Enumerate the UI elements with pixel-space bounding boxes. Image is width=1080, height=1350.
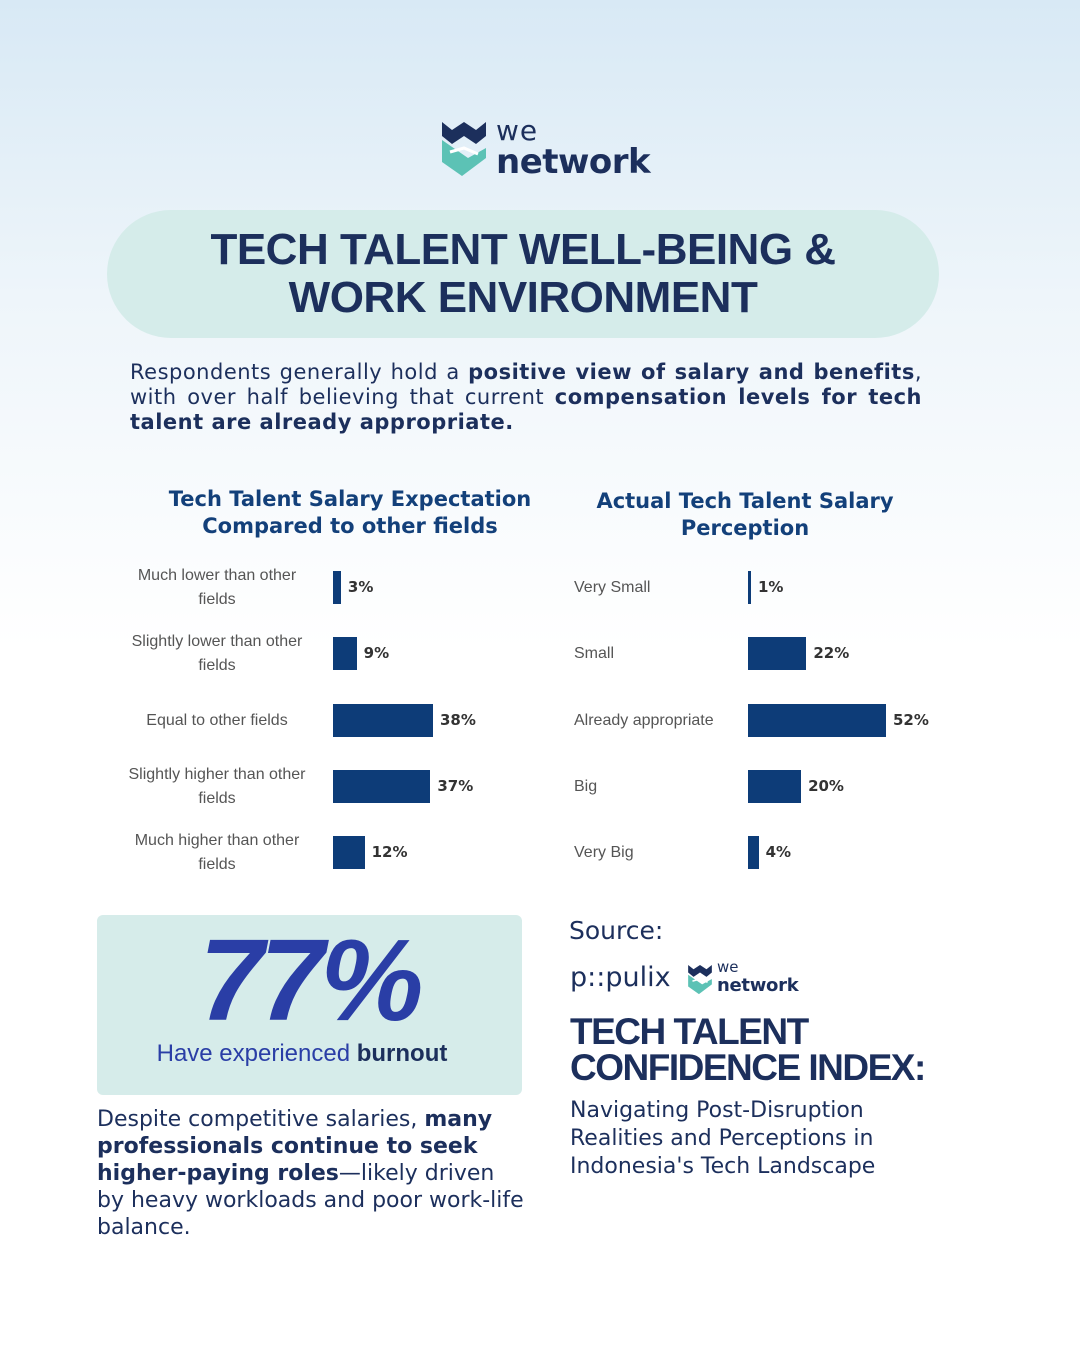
chart2-value-label: 22% bbox=[813, 644, 850, 662]
chart1-bar bbox=[333, 571, 341, 604]
chart1-category-label: Much lower than other fields bbox=[137, 566, 297, 608]
chart2-category-label: Small bbox=[574, 644, 615, 662]
logo-we-text: we bbox=[496, 114, 539, 147]
chart2-title-line2: Perception bbox=[680, 516, 810, 540]
chart2-bar bbox=[748, 704, 886, 737]
chart2-bar bbox=[748, 637, 807, 670]
chart1-value-label: 3% bbox=[347, 578, 374, 596]
intro-bold-1: positive view of salary and benefits bbox=[468, 360, 915, 384]
chart1-title: Tech Talent Salary Expectation Compared … bbox=[150, 486, 550, 540]
burnout-caption-text: Have experienced bbox=[156, 1040, 357, 1067]
intro-text-1: Respondents generally hold a bbox=[130, 360, 469, 384]
small-logo-we: we bbox=[717, 958, 739, 976]
chart2-title-line1: Actual Tech Talent Salary bbox=[596, 489, 894, 513]
logo-network-text: network bbox=[496, 142, 651, 182]
chart1-category-label: Much higher than other fields bbox=[134, 831, 300, 873]
conclusion-text-2: —likely driven by heavy workloads and po… bbox=[97, 1161, 524, 1240]
chart2-value-label: 1% bbox=[758, 578, 784, 596]
page-title-line2: WORK ENVIRONMENT bbox=[288, 273, 758, 322]
burnout-caption-bold: burnout bbox=[356, 1040, 448, 1067]
chart1-value-label: 12% bbox=[371, 843, 408, 861]
wenetwork-logo: we network bbox=[438, 114, 651, 182]
chart1-value-label: 37% bbox=[437, 777, 474, 795]
source-label: Source: bbox=[569, 916, 664, 945]
chart2-category-label: Very Small bbox=[574, 578, 651, 596]
wenetwork-small-logo: we network bbox=[686, 958, 806, 998]
chart1-bar bbox=[333, 704, 433, 737]
we-network-small-logo-icon bbox=[688, 965, 712, 995]
chart1-value-label: 38% bbox=[440, 711, 476, 729]
chart2-value-label: 52% bbox=[893, 711, 929, 729]
chart1-bar bbox=[333, 770, 431, 803]
page-title-line1: TECH TALENT WELL-BEING & bbox=[210, 225, 836, 274]
chart2-value-label: 20% bbox=[808, 777, 844, 795]
page-title: TECH TALENT WELL-BEING & WORK ENVIRONMEN… bbox=[210, 225, 836, 322]
chart2-bar bbox=[748, 770, 802, 803]
report-title-line2: CONFIDENCE INDEX: bbox=[570, 1047, 926, 1088]
report-title-line1: TECH TALENT bbox=[570, 1011, 809, 1052]
burnout-stat-box: 77% Have experienced burnout bbox=[97, 915, 522, 1095]
chart1-category-label: Equal to other fields bbox=[146, 711, 288, 729]
chart2-category-label: Already appropriate bbox=[574, 711, 714, 729]
conclusion-bold: many professionals continue to seek high… bbox=[97, 1107, 493, 1186]
intro-text-2: , with over half believing that current bbox=[130, 360, 923, 409]
small-logo-network: network bbox=[717, 975, 799, 996]
report-title: TECH TALENT CONFIDENCE INDEX: bbox=[570, 1011, 990, 1088]
burnout-percentage: 77% bbox=[199, 915, 423, 1045]
conclusion-paragraph: Despite competitive salaries, many profe… bbox=[97, 1106, 527, 1241]
chart1-value-label: 9% bbox=[363, 644, 390, 662]
chart1-title-line2: Compared to other fields bbox=[202, 514, 498, 538]
chart2-category-label: Big bbox=[574, 777, 598, 795]
conclusion-text-1: Despite competitive salaries, bbox=[97, 1107, 425, 1132]
chart1-bar bbox=[333, 836, 365, 869]
intro-paragraph: Respondents generally hold a positive vi… bbox=[130, 360, 922, 435]
intro-bold-2: compensation levels for tech talent are … bbox=[130, 385, 923, 434]
report-subtitle: Navigating Post-Disruption Realities and… bbox=[570, 1098, 876, 1179]
chart1-category-label: Slightly higher than other fields bbox=[128, 765, 306, 807]
chart2-bar bbox=[748, 571, 751, 604]
chart1-title-line1: Tech Talent Salary Expectation bbox=[168, 487, 532, 511]
chart2-title: Actual Tech Talent Salary Perception bbox=[565, 488, 925, 542]
burnout-caption: Have experienced burnout bbox=[97, 1040, 507, 1068]
we-network-logo-icon bbox=[442, 122, 486, 176]
chart1-category-label: Slightly lower than other fields bbox=[131, 632, 303, 674]
chart2-bar bbox=[748, 836, 759, 869]
populix-logo: p::pulix bbox=[570, 962, 671, 993]
chart2-value-label: 4% bbox=[765, 843, 792, 861]
chart1-bar bbox=[333, 637, 357, 670]
title-banner: TECH TALENT WELL-BEING & WORK ENVIRONMEN… bbox=[107, 210, 939, 338]
chart2-category-label: Very Big bbox=[574, 843, 634, 861]
